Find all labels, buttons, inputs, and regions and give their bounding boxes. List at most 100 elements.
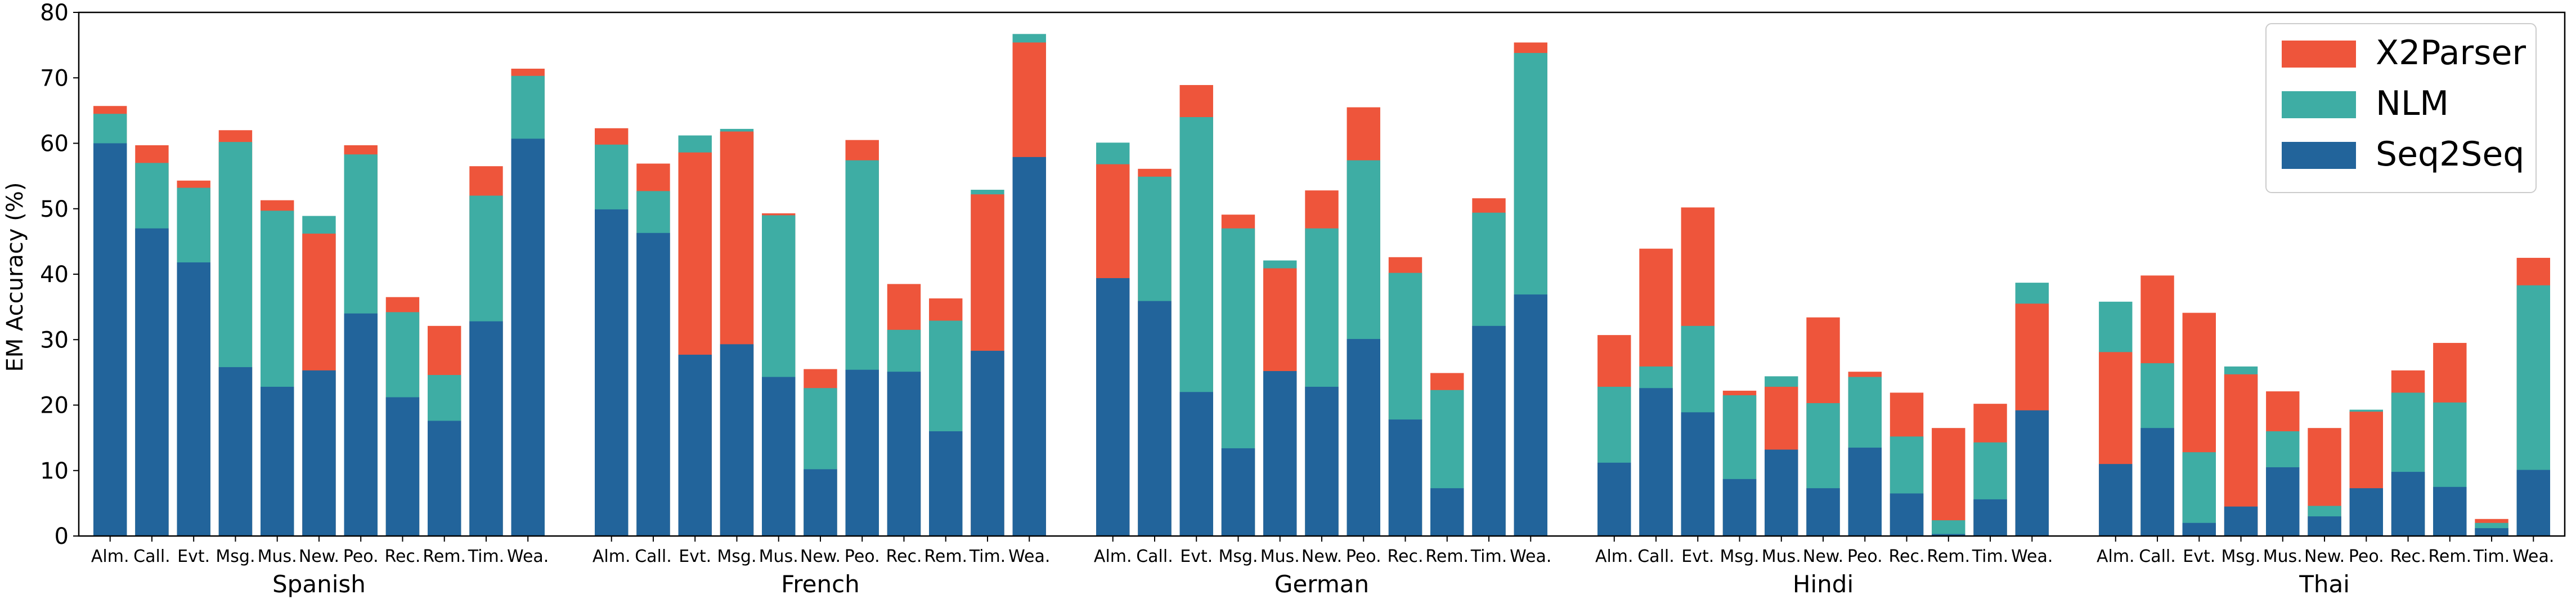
x-tick-label: Alm. — [1094, 547, 1132, 566]
x-tick-label: Msg. — [1218, 547, 1258, 566]
x-tick-label: Rem. — [1927, 547, 1970, 566]
x-tick-label: Peo. — [1847, 547, 1883, 566]
bar-seq2seq — [1932, 534, 1965, 536]
bar-seq2seq — [1138, 301, 1172, 536]
bar-seq2seq — [971, 351, 1004, 536]
x-tick-label: Msg. — [717, 547, 756, 566]
x-tick-label: Rem. — [924, 547, 967, 566]
x-tick-label: Call. — [1637, 547, 1675, 566]
x-tick-label: Rec. — [384, 547, 420, 566]
x-tick-label: Rec. — [1388, 547, 1424, 566]
x-tick-label: Tim. — [1972, 547, 2009, 566]
bar-seq2seq — [1347, 339, 1380, 536]
plot-frame — [78, 11, 2566, 537]
axes-layer: Alm. Call. Evt. Msg. Mus. New. Peo. Rec. Rem. Tim… — [40, 0, 2566, 598]
x-tick-label: Rec. — [886, 547, 922, 566]
bar-seq2seq — [1179, 392, 1213, 536]
x-tick-label: Peo. — [343, 547, 379, 566]
bar-seq2seq — [93, 143, 127, 536]
bar-seq2seq — [1388, 419, 1422, 536]
y-tick-label: 50 — [40, 196, 69, 222]
x-tick-label: Mus. — [258, 547, 297, 566]
bar-seq2seq — [2015, 410, 2049, 536]
bar-seq2seq — [1305, 386, 1339, 536]
bar-seq2seq — [595, 209, 629, 536]
group-label: Hindi — [1793, 570, 1854, 598]
y-tick-label: 80 — [40, 0, 69, 26]
bar-seq2seq — [1263, 371, 1297, 536]
bar-seq2seq — [2266, 467, 2300, 536]
x-tick-label: Wea. — [1008, 547, 1050, 566]
bar-seq2seq — [261, 386, 294, 536]
x-tick-label: Rem. — [423, 547, 466, 566]
x-tick-label: Alm. — [593, 547, 631, 566]
x-tick-label: Evt. — [177, 547, 210, 566]
x-tick-label: Wea. — [2011, 547, 2053, 566]
x-tick-label: Peo. — [2349, 547, 2384, 566]
bar-seq2seq — [1973, 499, 2007, 536]
bar-seq2seq — [2182, 522, 2216, 536]
x-tick-label: Peo. — [845, 547, 880, 566]
x-tick-label: Evt. — [1180, 547, 1213, 566]
legend: X2Parser NLM Seq2Seq — [2265, 23, 2537, 193]
x-tick-label: New. — [800, 547, 841, 566]
x-tick-label: Mus. — [1762, 547, 1801, 566]
x-tick-label: Call. — [635, 547, 672, 566]
bar-x2parser — [1932, 428, 1965, 536]
bar-seq2seq — [1765, 449, 1798, 536]
bar-seq2seq — [218, 367, 253, 536]
x-tick-label: Wea. — [507, 547, 549, 566]
legend-swatch-x2parser — [2282, 41, 2356, 68]
bar-seq2seq — [302, 370, 336, 536]
x-tick-label: Call. — [1136, 547, 1173, 566]
bar-seq2seq — [1430, 488, 1464, 536]
bar-nlm — [2182, 452, 2216, 536]
legend-swatch-nlm — [2282, 91, 2356, 118]
bar-seq2seq — [678, 354, 712, 536]
x-tick-label: Alm. — [2097, 547, 2135, 566]
bar-seq2seq — [428, 421, 461, 536]
bar-seq2seq — [720, 344, 754, 536]
legend-label-x2parser: X2Parser — [2376, 33, 2526, 73]
x-tick-label: New. — [1803, 547, 1843, 566]
bar-seq2seq — [2516, 470, 2551, 536]
bar-seq2seq — [1472, 325, 1506, 536]
bar-seq2seq — [2349, 488, 2383, 536]
y-tick-label: 40 — [40, 262, 69, 288]
x-tick-label: Msg. — [1720, 547, 1759, 566]
y-tick-label: 70 — [40, 65, 69, 91]
x-tick-label: Evt. — [2183, 547, 2215, 566]
bar-seq2seq — [1221, 448, 1255, 536]
group-label: Spanish — [272, 570, 366, 598]
group-label: French — [781, 570, 860, 598]
bar-seq2seq — [887, 372, 921, 536]
x-tick-label: Call. — [2139, 547, 2176, 566]
x-tick-label: Tim. — [1470, 547, 1507, 566]
x-tick-label: Mus. — [1260, 547, 1300, 566]
bar-seq2seq — [1848, 448, 1882, 536]
bar-seq2seq — [177, 262, 210, 536]
bar-seq2seq — [1722, 479, 1757, 536]
bar-seq2seq — [1890, 493, 1924, 536]
x-tick-label: Rem. — [1425, 547, 1469, 566]
x-tick-label: Alm. — [91, 547, 129, 566]
x-tick-label: Rec. — [2390, 547, 2426, 566]
x-tick-label: Wea. — [2512, 547, 2554, 566]
x-tick-label: Rem. — [2428, 547, 2471, 566]
x-tick-label: Tim. — [969, 547, 1006, 566]
y-tick-label: 20 — [40, 393, 69, 419]
x-tick-label: Rec. — [1889, 547, 1925, 566]
x-tick-label: Tim. — [468, 547, 505, 566]
group-label: German — [1274, 570, 1369, 598]
bar-seq2seq — [2308, 516, 2341, 537]
x-tick-label: New. — [2304, 547, 2345, 566]
bar-seq2seq — [2433, 486, 2467, 536]
x-tick-label: Msg. — [2221, 547, 2260, 566]
bar-seq2seq — [1639, 388, 1673, 536]
x-tick-label: Tim. — [2473, 547, 2510, 566]
x-tick-label: Peo. — [1346, 547, 1381, 566]
x-tick-label: Alm. — [1595, 547, 1633, 566]
bar-seq2seq — [2099, 464, 2133, 537]
x-tick-label: Wea. — [1510, 547, 1551, 566]
